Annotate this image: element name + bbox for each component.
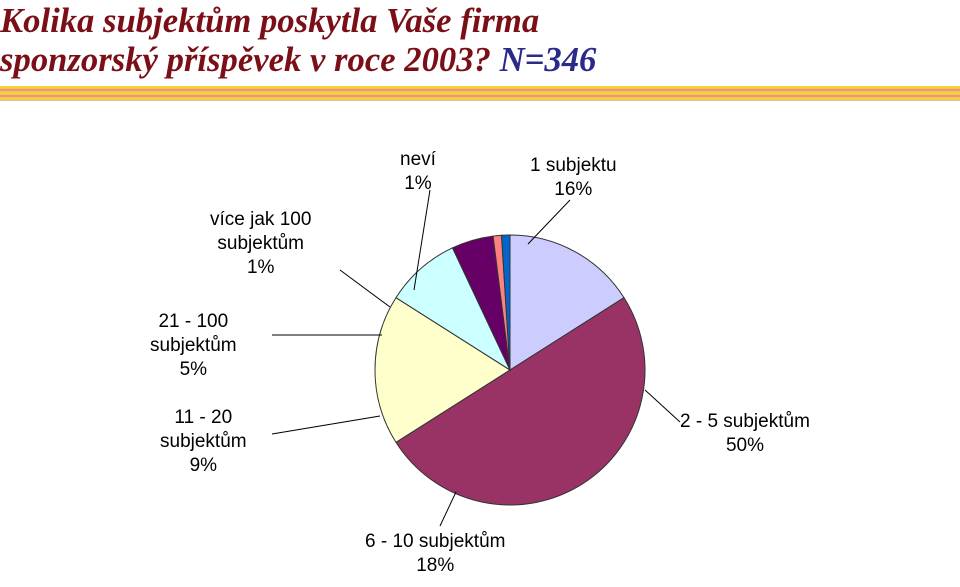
slice-label-s2: 2 - 5 subjektům50%	[680, 410, 810, 458]
title-line-2: sponzorský příspěvek v roce 2003? N=346	[0, 41, 596, 80]
title-underline	[0, 86, 960, 100]
leader-s3	[440, 492, 456, 526]
slice-label-s7: neví1%	[400, 148, 436, 196]
title-line-1: Kolika subjektům poskytla Vaše firma	[0, 2, 596, 41]
leader-s4	[272, 416, 380, 434]
slice-label-s6: více jak 100subjektům1%	[210, 208, 311, 279]
slice-label-s5: 21 - 100subjektům5%	[150, 310, 237, 381]
leader-s1	[528, 200, 570, 244]
slice-label-s4: 11 - 20subjektům9%	[160, 406, 247, 477]
leader-s2	[645, 390, 680, 422]
leader-s6	[340, 270, 390, 307]
page-title: Kolika subjektům poskytla Vaše firma spo…	[0, 0, 596, 80]
slice-label-s3: 6 - 10 subjektům18%	[365, 530, 505, 578]
slice-label-s1: 1 subjektu16%	[530, 154, 617, 202]
pie-chart: 1 subjektu16%2 - 5 subjektům50%6 - 10 su…	[180, 160, 820, 580]
